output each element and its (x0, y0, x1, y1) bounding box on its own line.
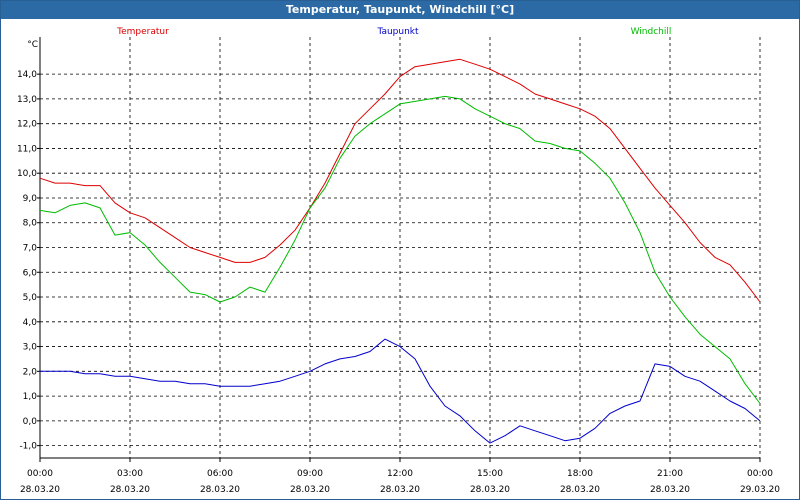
x-tick-labels: 00:00 28.03.20 03:00 28.03.20 06:00 28.03.20 0… (20, 469, 780, 495)
legend-entry-windchill: Windchill (631, 27, 672, 37)
y-tick-label: 3,0 (23, 343, 38, 353)
y-tick-label: 11,0 (17, 144, 37, 154)
y-tick-label: 9,0 (23, 194, 38, 204)
y-tick-labels: -1,0 0,0 1,0 2,0 3,0 4,0 5,0 6,0 7,0 8,0 9,0 10,0 11… (17, 70, 37, 451)
x-tick-time-label: 00:00 (747, 469, 773, 479)
legend-entry-taupunkt: Taupunkt (376, 27, 419, 37)
series-line-temperatur (39, 58, 761, 303)
x-tick-time-label: 12:00 (387, 469, 413, 479)
x-tick-date-label: 28.03.20 (560, 485, 600, 495)
y-tick-label: -1,0 (19, 442, 37, 452)
y-tick-label: 14,0 (17, 70, 37, 80)
window-title: Temperatur, Taupunkt, Windchill [°C] (1, 1, 799, 19)
legend: Temperatur Taupunkt Windchill (116, 27, 671, 37)
legend-entry-temperatur: Temperatur (116, 27, 169, 37)
y-unit-label: °C (27, 40, 38, 50)
x-tick-time-label: 09:00 (297, 469, 323, 479)
x-tick-date-label: 28.03.20 (20, 485, 60, 495)
x-tick-time-label: 18:00 (567, 469, 593, 479)
x-tick-date-label: 28.03.20 (470, 485, 510, 495)
y-tick-label: 1,0 (23, 392, 38, 402)
series-line-windchill (39, 95, 761, 404)
x-tick-time-label: 06:00 (207, 469, 233, 479)
series-lines (39, 58, 761, 444)
series-line-taupunkt (40, 338, 761, 444)
y-tick-label: 6,0 (23, 268, 38, 278)
x-tick-time-label: 00:00 (27, 469, 53, 479)
y-tick-label: 0,0 (23, 417, 38, 427)
y-tick-label: 13,0 (17, 95, 37, 105)
axes: °C (27, 37, 761, 462)
grid-lines (39, 37, 761, 458)
y-tick-label: 2,0 (23, 367, 38, 377)
y-tick-label: 7,0 (23, 244, 38, 254)
y-tick-label: 4,0 (23, 318, 38, 328)
y-tick-label: 10,0 (17, 169, 37, 179)
y-tick-label: 12,0 (17, 120, 37, 130)
x-tick-time-label: 03:00 (117, 469, 143, 479)
x-tick-date-label: 29.03.20 (740, 485, 780, 495)
x-tick-date-label: 28.03.20 (380, 485, 420, 495)
y-tick-label: 8,0 (23, 219, 38, 229)
x-tick-time-label: 15:00 (477, 469, 503, 479)
x-tick-date-label: 28.03.20 (650, 485, 690, 495)
x-tick-date-label: 28.03.20 (290, 485, 330, 495)
x-tick-time-label: 21:00 (657, 469, 683, 479)
y-tick-label: 5,0 (23, 293, 38, 303)
x-tick-date-label: 28.03.20 (110, 485, 150, 495)
x-tick-date-label: 28.03.20 (200, 485, 240, 495)
